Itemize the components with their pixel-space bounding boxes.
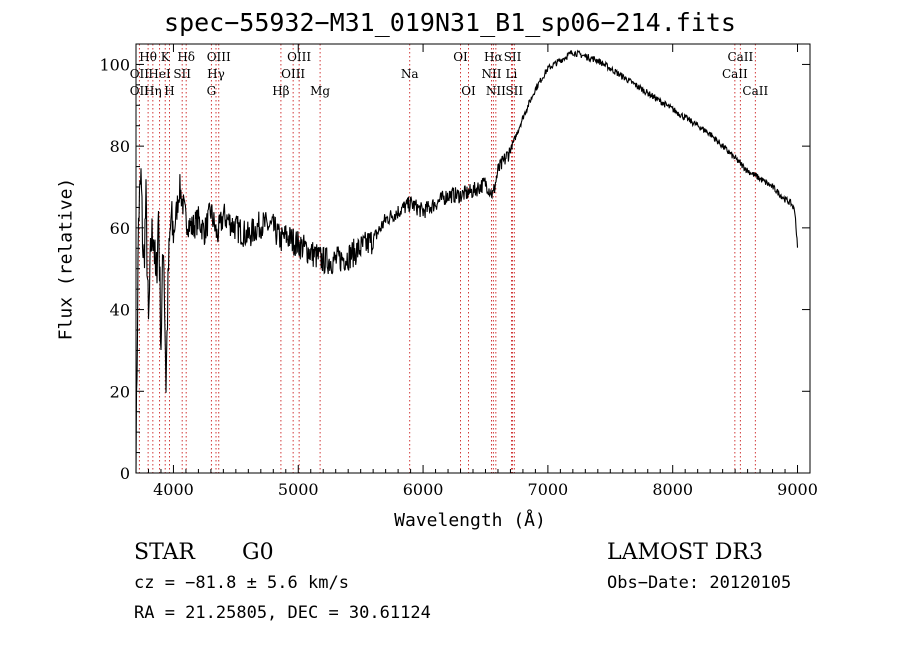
- line-label: OII: [130, 67, 150, 81]
- line-label: Mg: [310, 84, 330, 98]
- y-axis-ticks: 0 20 40 60 80 100: [99, 43, 810, 483]
- object-subclass: G0: [242, 540, 274, 565]
- line-label: K: [161, 50, 171, 64]
- x-tick-label: 4000: [153, 480, 194, 499]
- line-label: Hη: [144, 84, 162, 98]
- line-label: CaII: [742, 84, 768, 98]
- x-tick-label: 8000: [652, 480, 693, 499]
- x-tick-label: 7000: [528, 480, 569, 499]
- line-label: OIII: [281, 67, 305, 81]
- spectral-line-markers: [138, 44, 756, 473]
- chart-title: spec−55932−M31_019N31_B1_sp06−214.fits: [164, 8, 736, 37]
- line-label: SII: [504, 50, 522, 64]
- line-label: Hγ: [207, 67, 225, 81]
- survey-name: LAMOST DR3: [607, 540, 763, 565]
- line-label: SII: [505, 84, 523, 98]
- line-label: NII: [481, 67, 501, 81]
- y-tick-label: 0: [120, 464, 130, 483]
- y-tick-label: 40: [110, 301, 130, 320]
- line-label: NII: [486, 84, 506, 98]
- sky-coordinates: RA = 21.25805, DEC = 30.61124: [134, 603, 431, 623]
- object-class: STAR: [134, 540, 195, 565]
- x-tick-label: 5000: [278, 480, 319, 499]
- line-label: Hδ: [177, 50, 195, 64]
- x-tick-label: 9000: [777, 480, 818, 499]
- y-tick-label: 60: [110, 219, 130, 238]
- line-label: Hθ: [139, 50, 157, 64]
- y-tick-label: 20: [110, 382, 130, 401]
- line-label: OIII: [287, 50, 311, 64]
- line-label: Li: [506, 67, 518, 81]
- observation-date: Obs−Date: 20120105: [607, 573, 792, 593]
- line-label: OI: [461, 84, 476, 98]
- plot-frame: [135, 43, 811, 474]
- line-label: OI: [453, 50, 468, 64]
- redshift-velocity: cz = −81.8 ± 5.6 km/s: [134, 573, 349, 593]
- line-label: H: [164, 84, 174, 98]
- y-axis-label: Flux (relative): [55, 177, 77, 341]
- line-label: SII: [173, 67, 191, 81]
- y-tick-label: 100: [99, 55, 130, 74]
- x-axis-ticks: 4000 5000 6000 7000 8000 9000: [135, 44, 818, 499]
- line-label: Hα: [484, 50, 503, 64]
- line-label: OII: [130, 84, 150, 98]
- line-label: Hβ: [272, 84, 289, 98]
- x-axis-label: Wavelength (Å): [394, 510, 546, 531]
- line-label: G: [207, 84, 217, 98]
- line-label: CaII: [722, 67, 748, 81]
- line-label: Na: [401, 67, 419, 81]
- line-label: HeI: [148, 67, 171, 81]
- spectrum-line: [135, 49, 799, 474]
- y-tick-label: 80: [110, 137, 130, 156]
- line-label: OIII: [207, 50, 231, 64]
- x-tick-label: 6000: [403, 480, 444, 499]
- line-label: CaII: [727, 50, 753, 64]
